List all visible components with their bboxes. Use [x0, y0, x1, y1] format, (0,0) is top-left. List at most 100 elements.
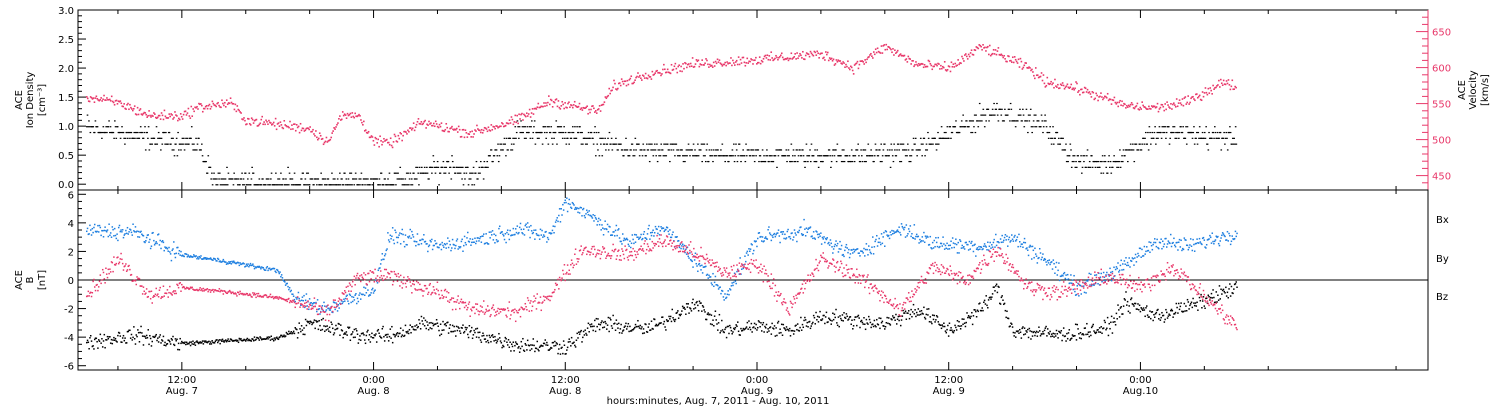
density-point	[219, 184, 222, 186]
b-point-bx	[141, 335, 144, 337]
b-point-by	[322, 309, 324, 312]
density-point	[832, 149, 835, 151]
b-point-bx	[679, 314, 682, 317]
b-point-bx	[1213, 301, 1216, 304]
b-point-bx	[364, 342, 367, 345]
velocity-point	[417, 118, 420, 120]
density-point	[596, 143, 599, 145]
density-point	[796, 149, 798, 151]
velocity-point	[542, 105, 544, 108]
velocity-point	[749, 60, 751, 63]
velocity-point	[899, 53, 902, 55]
b-point-by	[206, 257, 209, 260]
b-point-bx	[633, 326, 636, 329]
density-point	[960, 126, 962, 128]
density-point	[247, 184, 250, 186]
b-point-bx	[514, 344, 516, 347]
velocity-point	[313, 133, 315, 135]
b-point-by	[497, 240, 499, 242]
b-point-by	[364, 287, 367, 289]
density-point	[556, 143, 558, 145]
b-point-by	[153, 239, 155, 242]
velocity-point	[635, 76, 637, 79]
b-point-bx	[387, 340, 390, 342]
b-point-bx	[602, 326, 604, 329]
density-point	[224, 178, 227, 180]
velocity-point	[550, 99, 553, 102]
velocity-point	[706, 59, 708, 62]
velocity-point	[119, 100, 122, 102]
density-point	[1147, 149, 1150, 151]
velocity-point	[363, 130, 366, 132]
velocity-point	[909, 58, 912, 60]
b-point-bx	[468, 325, 471, 327]
velocity-point	[721, 65, 724, 67]
b-point-bx	[123, 339, 126, 342]
density-point	[410, 178, 413, 180]
b-point-bx	[887, 322, 889, 325]
b-point-by	[588, 210, 590, 212]
velocity-point	[199, 103, 201, 106]
velocity-point	[292, 128, 294, 130]
b-point-by	[341, 302, 344, 305]
density-point	[1135, 143, 1138, 145]
density-point	[749, 155, 752, 157]
velocity-point	[1155, 106, 1158, 108]
density-point	[851, 160, 854, 163]
b-point-bx	[669, 318, 671, 320]
b-point-bx	[374, 334, 376, 337]
b-point-by	[305, 293, 308, 295]
b-point-by	[300, 299, 303, 302]
b-point-bx	[875, 325, 877, 328]
b-point-bx	[93, 338, 96, 341]
b-point-bx	[208, 340, 210, 343]
velocity-point	[920, 62, 923, 65]
b-point-bx	[206, 341, 209, 344]
b-point-by	[344, 300, 346, 302]
b-point-by	[503, 238, 506, 241]
velocity-point	[575, 105, 578, 108]
velocity-point	[405, 131, 407, 133]
b-point-bx	[212, 341, 214, 344]
b-point-by	[353, 299, 356, 301]
b-point-by	[506, 231, 508, 234]
velocity-point	[1035, 74, 1038, 77]
b-point-bx	[564, 353, 566, 355]
density-point	[119, 131, 121, 134]
b-point-bx	[360, 332, 363, 335]
velocity-point	[436, 125, 439, 128]
b-point-by	[557, 220, 559, 223]
velocity-point	[577, 105, 580, 108]
velocity-point	[965, 55, 968, 58]
density-point	[258, 178, 261, 180]
density-point	[398, 178, 401, 180]
velocity-point	[962, 57, 964, 60]
b-point-by	[379, 267, 381, 269]
density-point	[915, 149, 918, 151]
velocity-point	[673, 65, 676, 68]
velocity-point	[488, 129, 491, 131]
b-point-by	[298, 297, 300, 300]
b-point-bx	[524, 342, 527, 345]
b-point-by	[598, 223, 601, 226]
b-point-by	[209, 258, 211, 260]
density-point	[420, 172, 422, 174]
b-point-bx	[139, 331, 142, 334]
velocity-point	[330, 136, 333, 139]
b-point-bx	[467, 336, 470, 339]
b-point-bx	[520, 340, 523, 343]
b-point-by	[140, 230, 142, 233]
b-point-bx	[832, 318, 835, 321]
b-point-bx	[402, 329, 404, 332]
b-point-bx	[882, 325, 884, 327]
density-point	[854, 155, 857, 157]
b-point-bx	[156, 339, 158, 342]
b-point-bx	[929, 316, 932, 318]
density-point	[863, 149, 865, 151]
b-point-by	[396, 241, 399, 244]
b-point-bx	[729, 326, 732, 329]
velocity-point	[349, 112, 352, 115]
b-point-by	[427, 250, 429, 253]
b-point-bx	[324, 325, 327, 328]
density-point	[336, 178, 339, 180]
